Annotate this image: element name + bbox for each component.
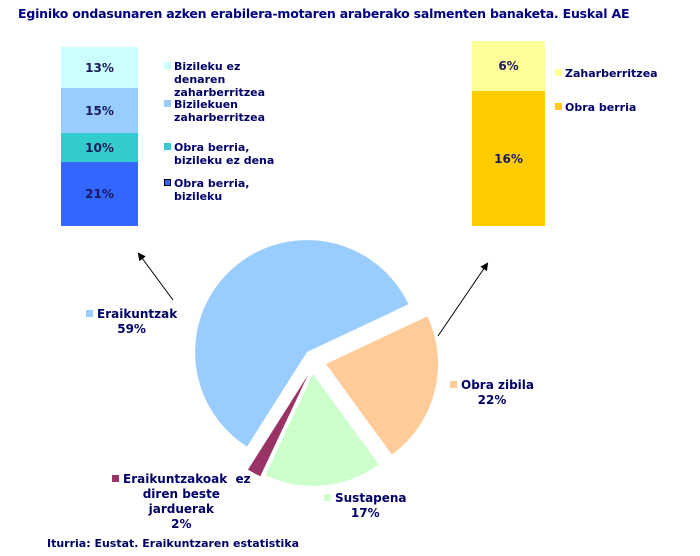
legend-marker: [164, 179, 171, 186]
arrow-to-left-bar: [137, 252, 174, 301]
arrow-to-right-bar: [437, 262, 489, 337]
pie-label-obra-zibila: Obra zibila 22%: [450, 378, 534, 408]
pie-label-beste-jarduerak: Eraikuntzakoak ez diren beste jarduerak …: [112, 472, 251, 532]
chart-title: Eginiko ondasunaren azken erabilera-mota…: [18, 6, 630, 21]
bar-segment-obra-berria-ez-bizileku: 10%: [61, 133, 138, 162]
pie-slice-beste-jarduerak: [248, 375, 308, 477]
legend-marker: [324, 494, 331, 501]
source-note: Iturria: Eustat. Eraikuntzaren estatisti…: [47, 537, 300, 550]
legend-marker: [555, 103, 562, 110]
pie-label-sustapena: Sustapena 17%: [324, 491, 407, 521]
legend-item-bizilekuen-zaharberritzea: Bizilekuen zaharberritzea: [164, 98, 265, 124]
pie-slice-obra-zibila: [326, 316, 439, 455]
legend-marker: [555, 69, 562, 76]
bar-segment-bizilekuen-zaharberritzea: 15%: [61, 88, 138, 133]
legend-item-obra-berria-ez-bizileku: Obra berria, bizileku ez dena: [164, 141, 274, 167]
bar-segment-zaharberritzea: 6%: [472, 41, 545, 91]
bar-segment-obra-berria: 16%: [472, 91, 545, 226]
legend-marker: [164, 100, 171, 107]
legend-marker: [164, 143, 171, 150]
legend-marker: [86, 310, 93, 317]
legend-item-bizileku-ez-zaharberritzea: Bizileku ez denaren zaharberritzea: [164, 60, 265, 99]
legend-marker: [450, 381, 457, 388]
bar-segment-bizileku-ez-zaharberritzea: 13%: [61, 47, 138, 88]
legend-item-zaharberritzea: Zaharberritzea: [555, 67, 658, 80]
pie-label-eraikuntzak: Eraikuntzak 59%: [86, 307, 177, 337]
legend-marker: [164, 62, 171, 69]
bar-segment-obra-berria-bizileku: 21%: [61, 162, 138, 226]
legend-item-obra-berria-bizileku: Obra berria, bizileku: [164, 177, 249, 203]
legend-marker: [112, 475, 119, 482]
legend-item-obra-berria: Obra berria: [555, 101, 636, 114]
pie-slice-eraikuntzak: [195, 240, 409, 447]
pie-slice-sustapena: [265, 374, 379, 486]
